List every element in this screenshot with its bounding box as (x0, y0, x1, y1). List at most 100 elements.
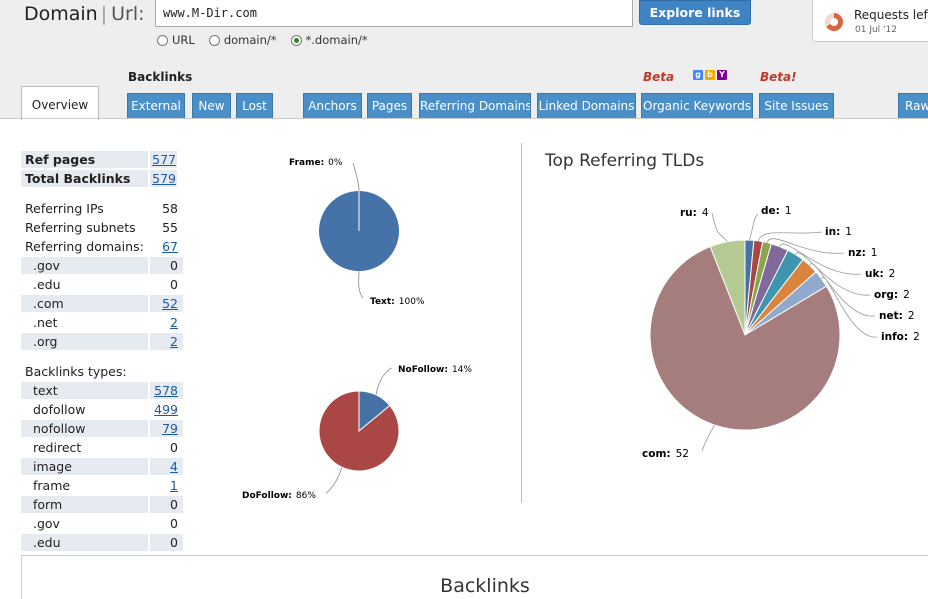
stat-value-link[interactable]: 2 (170, 315, 178, 330)
stat-value-link[interactable]: 1 (170, 478, 178, 493)
row-shade (150, 295, 183, 312)
row-shade (150, 382, 183, 399)
tab-new[interactable]: New (192, 93, 231, 118)
stat-label: .edu (33, 277, 61, 292)
row-shade (150, 496, 183, 513)
stat-value-link[interactable]: 79 (162, 421, 178, 436)
requests-left-widget[interactable]: Requests left 01 Jul '12 (812, 0, 928, 42)
brand-separator: | (100, 3, 108, 25)
tld-label-info: info: 2 (881, 331, 920, 343)
stat-value: 0 (170, 497, 178, 512)
label-connector (779, 243, 862, 275)
stat-label: Ref pages (25, 152, 96, 167)
vertical-divider (521, 143, 522, 503)
pie-label-nofollow: NoFollow: 14% (398, 365, 472, 375)
backlink-type-row: .gov 0 (21, 514, 183, 533)
domain-label: Domain (24, 3, 98, 25)
backlink-type-row: form 0 (21, 495, 183, 514)
row-shade (150, 170, 177, 187)
tab-site-issues[interactable]: Site Issues (759, 93, 834, 118)
stat-label: nofollow (33, 421, 86, 436)
radio-checked-icon (290, 34, 302, 46)
stat-value: 0 (170, 535, 178, 550)
backlink-type-row: frame 1 (21, 476, 183, 495)
radio-circle-icon (208, 34, 220, 46)
stat-label: frame (33, 478, 71, 493)
radio-circle-icon (157, 34, 168, 46)
search-engine-icons: g b Y (693, 70, 727, 80)
stat-label: Total Backlinks (25, 171, 131, 186)
stat-value-link[interactable]: 2 (170, 334, 178, 349)
backlinks-types-label: Backlinks types: (21, 362, 183, 381)
tab-external[interactable]: External (127, 93, 185, 118)
stat-value-link[interactable]: 578 (154, 383, 178, 398)
row-shade (21, 496, 148, 513)
follow-type-pie-chart: NoFollow: 14% DoFollow: 86% (242, 365, 472, 501)
scope-radio-group: URL domain/* *.domain/* (157, 33, 368, 47)
tld-label-org: org: 2 (874, 289, 910, 301)
stat-label: image (33, 459, 72, 474)
stat-value-link[interactable]: 67 (162, 239, 178, 254)
label-connector (358, 270, 364, 299)
backlink-type-row: .edu 0 (21, 533, 183, 552)
backlink-type-row: text 578 (21, 381, 183, 400)
referring-domains: Referring domains: 67 (21, 237, 183, 256)
stat-label: .net (33, 315, 58, 330)
tab-raw[interactable]: Raw (898, 93, 928, 118)
label-connector (795, 252, 871, 296)
tld-label-net: net: 2 (879, 310, 915, 322)
tld-label-nz: nz: 1 (848, 247, 877, 259)
bing-icon: b (705, 70, 715, 80)
tab-overview[interactable]: Overview (21, 86, 99, 120)
radio-subdomains[interactable]: *.domain/* (290, 33, 368, 47)
backlinks-panel (21, 555, 928, 599)
row-shade (21, 170, 148, 187)
stat-value: 0 (170, 440, 178, 455)
stat-value: 55 (162, 220, 178, 235)
referring-subnets: Referring subnets 55 (21, 218, 183, 237)
row-shade (21, 257, 148, 274)
row-shade (21, 534, 148, 551)
stat-value-link[interactable]: 577 (152, 152, 176, 167)
stat-value-link[interactable]: 579 (152, 171, 176, 186)
tab-anchors[interactable]: Anchors (303, 93, 362, 118)
label-connector (757, 231, 823, 242)
stat-value-link[interactable]: 499 (154, 402, 178, 417)
yahoo-icon: Y (717, 70, 727, 80)
tab-linked-domains[interactable]: Linked Domains (537, 93, 636, 118)
ref-pages: Ref pages 577 (21, 150, 183, 169)
beta-badge-2: Beta! (760, 70, 797, 84)
stat-value-link[interactable]: 4 (170, 459, 178, 474)
stat-label: Referring subnets (25, 220, 136, 235)
stat-label: .org (33, 334, 58, 349)
pie-slice[interactable] (318, 390, 400, 472)
label-connector (375, 367, 393, 395)
stat-label: .edu (33, 535, 61, 550)
row-shade (150, 151, 177, 168)
row-shade (21, 333, 148, 350)
stat-label: Referring domains: (25, 239, 144, 254)
domain-type-row: .com 52 (21, 294, 183, 313)
stat-value: 58 (162, 201, 178, 216)
tab-organic-keywords[interactable]: Organic Keywords (641, 93, 753, 118)
row-shade (150, 534, 183, 551)
backlink-type-row: nofollow 79 (21, 419, 183, 438)
tab-pages[interactable]: Pages (367, 93, 412, 118)
tab-lost[interactable]: Lost (236, 93, 273, 118)
explore-links-button[interactable]: Explore links (639, 0, 751, 25)
url-input[interactable] (155, 0, 633, 27)
label-connector (766, 238, 845, 254)
row-shade (21, 151, 148, 168)
tld-label-uk: uk: 2 (865, 268, 895, 280)
radio-domain[interactable]: domain/* (208, 33, 277, 47)
stat-label: .gov (33, 258, 60, 273)
tld-chart-title: Top Referring TLDs (545, 151, 705, 171)
label-connector (352, 162, 360, 192)
domain-type-row: .edu 0 (21, 275, 183, 294)
radio-url[interactable]: URL (157, 33, 195, 47)
stat-value-link[interactable]: 52 (162, 296, 178, 311)
row-shade (21, 295, 148, 312)
tab-referring-domains[interactable]: Referring Domains (419, 93, 531, 118)
label-connector (701, 424, 715, 452)
requests-date: 01 Jul '12 (855, 25, 897, 35)
